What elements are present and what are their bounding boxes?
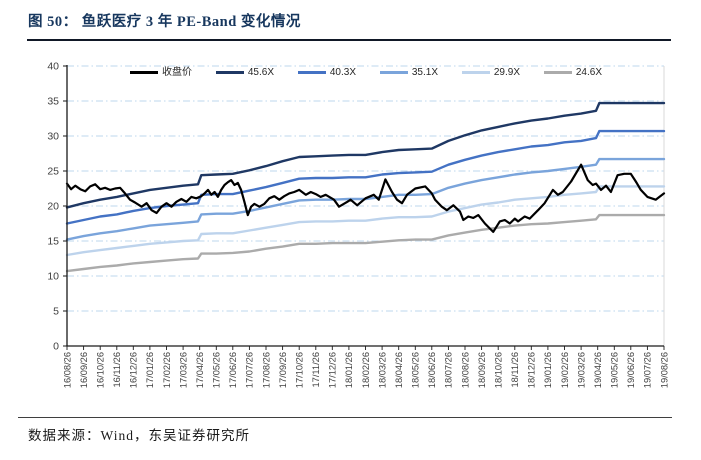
series-line-收盘价 <box>65 163 666 233</box>
figure-title: 图 50： 鱼跃医疗 3 年 PE-Band 变化情况 <box>28 14 301 30</box>
series-line-45.6X <box>65 101 666 209</box>
x-axis-label: 17/07/26 <box>245 352 255 388</box>
legend-label-24-6x: 24.6X <box>575 67 602 78</box>
y-axis-label: 30 <box>47 131 59 143</box>
x-axis-label: 18/05/26 <box>411 352 421 388</box>
x-axis-label: 16/12/26 <box>129 352 139 388</box>
legend-label-40-3x: 40.3X <box>329 67 356 78</box>
x-axis-label: 17/04/26 <box>195 352 205 388</box>
x-axis-label: 17/01/26 <box>145 352 155 388</box>
y-axis-label: 15 <box>47 236 59 248</box>
x-axis-label: 18/02/26 <box>361 352 371 388</box>
x-axis-label: 18/06/26 <box>427 352 437 388</box>
legend-label-close: 收盘价 <box>162 67 192 78</box>
legend-line-sample-24-6x <box>543 71 572 74</box>
legend-label-35-1x: 35.1X <box>411 67 438 78</box>
title-divider <box>27 39 671 42</box>
legend-item-29-9x: 29.9X <box>461 67 520 78</box>
x-axis-label: 18/11/26 <box>510 352 520 388</box>
x-axis-label: 18/07/26 <box>444 352 454 388</box>
y-axis-label: 10 <box>47 271 59 283</box>
legend-label-45-6x: 45.6X <box>247 67 274 78</box>
y-axis-label: 20 <box>47 201 59 213</box>
x-axis-label: 16/08/26 <box>62 352 72 388</box>
legend-item-40-3x: 40.3X <box>297 67 356 78</box>
x-axis-label: 18/03/26 <box>377 352 387 388</box>
legend-label-29-9x: 29.9X <box>493 67 520 78</box>
x-axis-label: 19/05/26 <box>610 352 620 388</box>
x-axis-label: 16/09/26 <box>79 352 89 388</box>
footer-divider <box>18 417 672 419</box>
x-axis-label: 19/03/26 <box>576 352 586 388</box>
legend-item-45-6x: 45.6X <box>215 67 274 78</box>
y-axis-label: 25 <box>47 166 59 178</box>
series-line-24.6X <box>65 213 666 273</box>
legend-line-sample-29-9x <box>461 71 490 74</box>
chart-legend: 收盘价 45.6X 40.3X 35.1X 29.9X 24.6X <box>130 67 602 78</box>
legend-line-sample-45-6x <box>215 71 244 74</box>
x-axis-label: 18/10/26 <box>494 352 504 388</box>
x-axis-label: 18/04/26 <box>394 352 404 388</box>
legend-item-24-6x: 24.6X <box>543 67 602 78</box>
x-axis-label: 17/02/26 <box>162 352 172 388</box>
data-source-note: 数据来源：Wind，东吴证券研究所 <box>28 428 250 443</box>
x-axis-label: 19/02/26 <box>560 352 570 388</box>
x-axis-label: 16/11/26 <box>112 352 122 388</box>
legend-item-close: 收盘价 <box>130 67 192 78</box>
y-axis-label: 5 <box>53 306 59 318</box>
x-axis-label: 19/01/26 <box>543 352 553 388</box>
y-axis-label: 0 <box>53 341 59 353</box>
x-axis-label: 19/07/26 <box>643 352 653 388</box>
x-axis-label: 17/09/26 <box>278 352 288 388</box>
y-axis-label: 35 <box>47 96 59 108</box>
x-axis-label: 18/12/26 <box>527 352 537 388</box>
x-axis-label: 17/03/26 <box>178 352 188 388</box>
legend-item-35-1x: 35.1X <box>379 67 438 78</box>
x-axis-label: 19/06/26 <box>626 352 636 388</box>
x-axis-label: 18/01/26 <box>344 352 354 388</box>
y-axis-label: 40 <box>47 61 59 73</box>
x-axis-label: 17/12/26 <box>328 352 338 388</box>
x-axis-label: 18/08/26 <box>460 352 470 388</box>
legend-line-sample-35-1x <box>379 71 408 74</box>
legend-line-sample-close <box>130 71 158 74</box>
x-axis-label: 18/09/26 <box>477 352 487 388</box>
x-axis-label: 16/10/26 <box>96 352 106 388</box>
x-axis-label: 17/05/26 <box>212 352 222 388</box>
legend-line-sample-40-3x <box>297 71 326 74</box>
x-axis-label: 17/10/26 <box>295 352 305 388</box>
x-axis-label: 19/08/26 <box>659 352 669 388</box>
x-axis-label: 17/08/26 <box>261 352 271 388</box>
x-axis-label: 17/06/26 <box>228 352 238 388</box>
x-axis-label: 17/11/26 <box>311 352 321 388</box>
x-axis-label: 19/04/26 <box>593 352 603 388</box>
series-line-29.9X <box>65 185 666 257</box>
